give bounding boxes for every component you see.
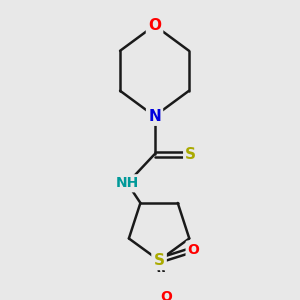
Text: S: S: [154, 253, 165, 268]
Text: O: O: [188, 242, 200, 256]
Text: NH: NH: [116, 176, 139, 190]
Text: O: O: [148, 18, 161, 33]
Text: S: S: [185, 147, 196, 162]
Text: O: O: [160, 290, 172, 300]
Text: N: N: [148, 109, 161, 124]
